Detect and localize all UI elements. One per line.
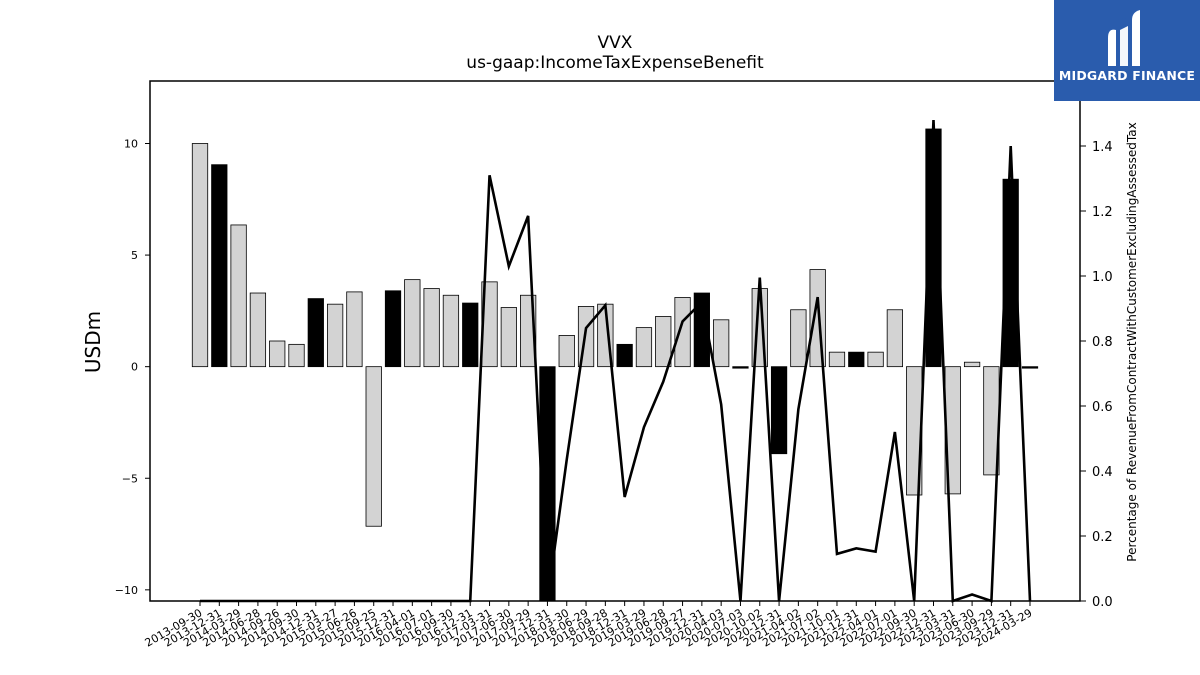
- y2-tick-label: 0.4: [1092, 465, 1113, 480]
- bar-2019-06-28: [655, 316, 672, 368]
- bar-2020-04-03: [713, 319, 730, 368]
- bar-2015-06-26: [346, 291, 363, 368]
- chart-title: VVX: [598, 33, 633, 53]
- bar-2016-07-01: [423, 288, 440, 368]
- ratio-line: [200, 119, 1032, 603]
- bar-2016-04-01: [404, 279, 421, 368]
- bar-2014-09-26: [269, 340, 286, 368]
- bar-2013-09-30: [191, 143, 209, 368]
- y2-axis: 0.0 0.2 0.4 0.6 0.8 1.0 1.2 1.4: [1080, 140, 1113, 610]
- bar-2017-06-30: [500, 307, 517, 368]
- bar-2014-06-28: [249, 292, 267, 368]
- bar-2015-09-25: [365, 366, 382, 527]
- y2-axis-label: Percentage of RevenueFromContractWithCus…: [1125, 122, 1139, 561]
- y2-tick-label: 1.4: [1092, 140, 1113, 155]
- midgard-logo-icon: [1108, 10, 1140, 66]
- bar-2015-03-27: [326, 303, 344, 368]
- bar-2024-03-29: [1021, 366, 1039, 369]
- y2-tick-label: 0.6: [1092, 400, 1113, 415]
- y2-tick-label: 1.2: [1092, 205, 1113, 220]
- y-tick-label: −5: [122, 472, 138, 485]
- y-tick-label: 10: [124, 137, 138, 150]
- y-axis-label: USDm: [81, 311, 105, 373]
- bar-group: [191, 128, 1039, 602]
- bar-2013-12-31: [211, 164, 228, 368]
- midgard-logo: MIDGARD FINANCE: [1054, 0, 1200, 101]
- y2-tick-label: 0.0: [1092, 595, 1113, 610]
- y2-tick-label: 0.2: [1092, 530, 1113, 545]
- bar-2014-03-29: [230, 224, 247, 368]
- bar-2020-07-03: [732, 366, 749, 369]
- logo-text: MIDGARD FINANCE: [1058, 68, 1196, 83]
- x-axis: 2013-09-302013-12-312014-03-292014-06-28…: [143, 601, 1035, 650]
- bar-2022-07-01: [886, 309, 903, 368]
- bar-2014-12-31: [307, 298, 324, 368]
- bar-2019-12-31: [693, 292, 710, 368]
- chart-subtitle: us-gaap:IncomeTaxExpenseBenefit: [466, 53, 764, 73]
- y-tick-label: 5: [131, 249, 138, 262]
- bar-2021-04-02: [790, 309, 807, 368]
- y-tick-label: 0: [131, 361, 138, 374]
- bar-2019-03-29: [635, 327, 653, 368]
- bar-2019-09-27: [674, 297, 691, 368]
- bar-2023-06-30: [963, 361, 981, 368]
- bar-2016-12-31: [462, 302, 479, 368]
- bar-2021-12-31: [848, 351, 865, 368]
- y-tick-label: −10: [115, 584, 138, 597]
- bar-2022-04-01: [867, 351, 884, 368]
- bar-2020-12-31: [770, 366, 788, 455]
- bar-2018-12-31: [616, 343, 633, 368]
- y2-tick-label: 1.0: [1092, 270, 1113, 285]
- bar-2015-12-31: [384, 290, 402, 368]
- y2-tick-label: 0.8: [1092, 335, 1113, 350]
- bar-2014-09-30: [288, 343, 305, 368]
- y-axis: −10 −5 0 5 10: [115, 137, 150, 597]
- line-group: [200, 119, 1032, 603]
- bar-2018-03-30: [558, 335, 575, 368]
- bar-2016-09-30: [442, 294, 460, 368]
- bar-2021-10-01: [828, 351, 846, 368]
